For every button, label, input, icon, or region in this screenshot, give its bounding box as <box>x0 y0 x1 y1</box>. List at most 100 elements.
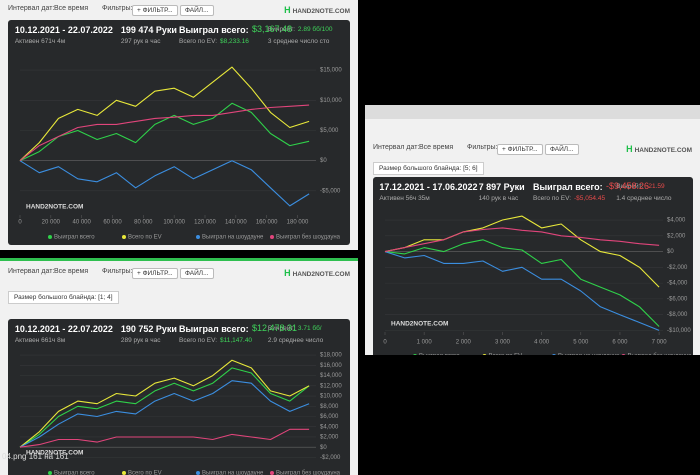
legend-swatch <box>196 471 200 475</box>
x-tick-label: 160 000 <box>256 220 278 226</box>
window: Интервал дат: Все время Фильтры: + ФИЛЬТР..… <box>365 105 700 355</box>
file-button[interactable]: ФАЙЛ... <box>180 268 214 279</box>
graph-panel: 10.12.2021 - 22.07.2022 Активен 661ч 8м 19… <box>8 319 350 475</box>
legend-swatch <box>196 235 200 239</box>
hands-count: 7 897 Руки <box>478 182 525 192</box>
logo: HAND2NOTE.COM <box>284 268 350 278</box>
x-tick-label: 0 <box>18 220 22 226</box>
ev-value: $8,233.16 <box>220 38 249 45</box>
legend-swatch <box>48 471 52 475</box>
y-tick-label: $0 <box>667 249 674 255</box>
x-tick-label: 180 000 <box>287 220 309 226</box>
ev-value: -$5,054.45 <box>574 195 606 202</box>
watermark: HAND2NOTE.COM <box>391 321 448 328</box>
x-tick-label: 3 000 <box>495 340 511 346</box>
y-tick-label: $2,000 <box>320 435 339 441</box>
y-tick-label: -$10,000 <box>667 328 691 334</box>
x-tick-label: 6 000 <box>612 340 628 346</box>
date-range: 17.12.2021 - 17.06.2022 <box>379 182 478 192</box>
winrate-value: 2.89 бб/100 <box>297 26 333 33</box>
winrate-label: Винрейт: <box>267 325 296 332</box>
won-label: Выиграл всего: <box>179 25 249 35</box>
add-filter-button[interactable]: + ФИЛЬТР... <box>132 5 178 16</box>
watermark: HAND2NOTE.COM <box>26 204 83 211</box>
date-dropdown[interactable]: Все время <box>54 268 89 275</box>
series-line <box>19 160 310 207</box>
y-tick-label: $6,000 <box>320 414 339 420</box>
y-tick-label: -$5,000 <box>320 188 341 194</box>
legend-swatch <box>552 354 556 355</box>
y-tick-label: $14,000 <box>320 373 342 379</box>
chart: -$2,000 $0 $2,000 $4,000 $6,000 $8,000 $10,000… <box>19 353 342 475</box>
date-range: 10.12.2021 - 22.07.2022 <box>14 25 113 35</box>
filters-label: Фильтры: <box>467 144 498 151</box>
file-caption: 04.png 161 на 161 <box>2 452 69 461</box>
legend-label: Всего по EV <box>128 235 162 241</box>
filter-chip[interactable]: Размер большого блайнда: [5; 6] <box>373 162 484 175</box>
y-tick-label: $2,000 <box>667 233 686 239</box>
watermark: HAND2NOTE.COM <box>26 450 83 457</box>
x-tick-label: 100 000 <box>163 220 185 226</box>
series-line <box>384 251 660 331</box>
ev-value: $11,147.40 <box>220 337 253 344</box>
x-tick-label: 1 000 <box>417 340 433 346</box>
y-tick-label: $10,000 <box>320 98 342 104</box>
hands-per-hour: 140 рук в час <box>478 195 519 202</box>
filter-chip[interactable]: Размер большого блайнда: [1; 4] <box>8 291 119 304</box>
y-tick-label: $10,000 <box>320 394 342 400</box>
logo: HAND2NOTE.COM <box>284 5 350 15</box>
add-filter-button[interactable]: + ФИЛЬТР... <box>497 144 543 155</box>
x-tick-label: 0 <box>383 340 387 346</box>
x-tick-label: 140 000 <box>225 220 247 226</box>
y-tick-label: $4,000 <box>320 424 339 430</box>
date-label: Интервал дат: <box>8 5 55 12</box>
date-dropdown[interactable]: Все время <box>54 5 89 12</box>
legend-label: Выиграл всего <box>54 471 95 475</box>
x-tick-label: 120 000 <box>194 220 216 226</box>
series-line <box>19 104 310 162</box>
window: Интервал дат: Все время Фильтры: + ФИЛЬТР..… <box>0 0 358 250</box>
hands-count: 190 752 Руки <box>120 324 177 334</box>
y-tick-label: $15,000 <box>320 68 342 74</box>
series-line <box>384 215 660 288</box>
x-tick-label: 4 000 <box>534 340 550 346</box>
file-button[interactable]: ФАЙЛ... <box>180 5 214 16</box>
ev-label: Всего по EV: <box>179 38 218 45</box>
legend-label: Выиграл на шоудауне <box>202 471 264 475</box>
y-tick-label: $4,000 <box>667 218 686 224</box>
winrate-value: -21.59 <box>646 183 665 190</box>
y-tick-label: $16,000 <box>320 363 342 369</box>
won-value: $3,167.48 <box>252 24 293 34</box>
won-value: $12,478.31 <box>252 323 298 333</box>
date-dropdown[interactable]: Все время <box>419 144 454 151</box>
legend-swatch <box>122 471 126 475</box>
x-tick-label: 40 000 <box>72 220 91 226</box>
legend-label: Выиграл без шоудауна <box>628 354 693 355</box>
date-label: Интервал дат: <box>8 268 55 275</box>
active-time: Активен 671ч 4м <box>14 38 66 45</box>
date-label: Интервал дат: <box>373 144 420 151</box>
add-filter-button[interactable]: + ФИЛЬТР... <box>132 268 178 279</box>
y-tick-label: $8,000 <box>320 404 339 410</box>
winrate-label: Винрейт: <box>616 183 644 190</box>
y-tick-label: -$2,000 <box>320 455 341 461</box>
ev-label: Всего по EV: <box>179 337 218 344</box>
winrate-value: 3.71 бб/ <box>297 325 322 332</box>
x-tick-label: 7 000 <box>652 340 668 346</box>
winrate-label: Винрейт: <box>267 26 296 33</box>
chart: -$10,000 -$8,000 -$6,000 -$4,000 -$2,000 $0 $2… <box>383 215 693 355</box>
series-line <box>19 367 310 448</box>
x-tick-label: 5 000 <box>573 340 589 346</box>
won-value: -$9,458.26 <box>606 181 650 191</box>
avg-note: 1.4 среднее число <box>616 195 672 202</box>
graph-panel: 17.12.2021 - 17.06.2022 Активен 56ч 35м 7 … <box>373 177 693 355</box>
active-time: Активен 56ч 35м <box>379 195 430 202</box>
file-button[interactable]: ФАЙЛ... <box>545 144 579 155</box>
y-tick-label: $12,000 <box>320 383 342 389</box>
legend-label: Выиграл без шоудауна <box>276 235 341 241</box>
hands-per-hour: 289 рук в час <box>120 337 161 344</box>
series-line <box>19 102 310 162</box>
hands-count: 199 474 Руки <box>120 25 177 35</box>
logo: HAND2NOTE.COM <box>626 144 692 154</box>
y-tick-label: $0 <box>320 158 327 164</box>
